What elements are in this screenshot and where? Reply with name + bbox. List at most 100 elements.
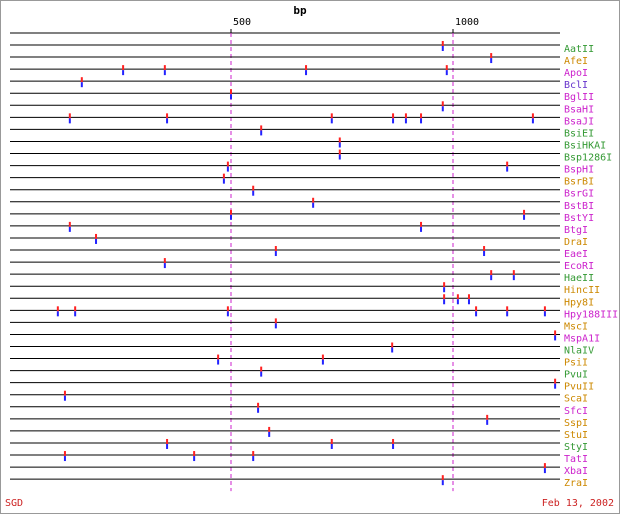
enzyme-label: BsaJI bbox=[564, 116, 594, 127]
cut-site bbox=[531, 113, 534, 124]
cut-bottom bbox=[531, 118, 534, 124]
cut-site bbox=[56, 306, 59, 317]
cut-bottom bbox=[445, 70, 448, 76]
cut-bottom bbox=[554, 383, 557, 389]
cut-site bbox=[321, 354, 324, 365]
cut-bottom bbox=[166, 443, 169, 449]
cut-bottom bbox=[443, 287, 446, 293]
cut-top bbox=[338, 137, 341, 143]
cut-site bbox=[166, 438, 169, 449]
cut-top bbox=[229, 89, 232, 95]
cut-bottom bbox=[260, 371, 263, 377]
cut-site bbox=[506, 306, 509, 317]
cut-bottom bbox=[163, 70, 166, 76]
cut-top bbox=[193, 451, 196, 457]
enzyme-label: StuI bbox=[564, 430, 588, 441]
cut-top bbox=[274, 246, 277, 252]
cut-bottom bbox=[441, 480, 444, 486]
cut-top bbox=[443, 294, 446, 300]
enzyme-label: MspA1I bbox=[564, 333, 600, 344]
cut-top bbox=[392, 438, 395, 444]
cut-top bbox=[226, 306, 229, 312]
cut-top bbox=[122, 65, 125, 71]
cut-site bbox=[222, 173, 225, 184]
cut-top bbox=[330, 113, 333, 119]
cut-bottom bbox=[63, 395, 66, 401]
cut-top bbox=[95, 233, 98, 239]
cut-bottom bbox=[486, 419, 489, 425]
cut-site bbox=[441, 101, 444, 112]
enzyme-label: StyI bbox=[564, 442, 588, 453]
cut-site bbox=[63, 390, 66, 401]
cut-site bbox=[252, 185, 255, 196]
x-tick-label: 1000 bbox=[455, 17, 479, 28]
cut-site bbox=[193, 451, 196, 462]
cut-top bbox=[268, 426, 271, 432]
cut-site bbox=[512, 270, 515, 281]
cut-top bbox=[490, 53, 493, 59]
cut-site bbox=[312, 197, 315, 208]
enzyme-label: BglII bbox=[564, 92, 594, 103]
cut-top bbox=[392, 113, 395, 119]
footer-right: Feb 13, 2002 bbox=[542, 498, 614, 509]
cut-site bbox=[441, 41, 444, 51]
cut-top bbox=[166, 113, 169, 119]
cut-top bbox=[420, 221, 423, 227]
cut-site bbox=[274, 318, 277, 329]
cut-bottom bbox=[441, 46, 444, 51]
enzyme-label: SfcI bbox=[564, 406, 588, 417]
cut-top bbox=[74, 306, 77, 312]
cut-top bbox=[166, 438, 169, 444]
cut-bottom bbox=[226, 166, 229, 172]
enzyme-label: BtgI bbox=[564, 225, 588, 236]
cut-top bbox=[441, 101, 444, 107]
cut-top bbox=[456, 294, 459, 300]
enzyme-label: EcoRI bbox=[564, 261, 594, 272]
cut-top bbox=[305, 65, 308, 71]
cut-bottom bbox=[226, 311, 229, 317]
cut-top bbox=[229, 209, 232, 215]
cut-site bbox=[68, 113, 71, 124]
cut-site bbox=[543, 306, 546, 317]
cut-site bbox=[163, 258, 166, 269]
cut-top bbox=[338, 149, 341, 155]
cut-bottom bbox=[95, 238, 98, 244]
enzyme-label: EaeI bbox=[564, 249, 588, 260]
cut-bottom bbox=[543, 468, 546, 474]
cut-site bbox=[260, 125, 263, 136]
cut-top bbox=[554, 330, 557, 336]
cut-top bbox=[512, 270, 515, 276]
chart-title: bp bbox=[293, 4, 307, 17]
cut-site bbox=[523, 209, 526, 220]
cut-bottom bbox=[330, 443, 333, 449]
cut-top bbox=[260, 366, 263, 372]
cut-site bbox=[305, 65, 308, 76]
cut-top bbox=[420, 113, 423, 119]
cut-site bbox=[268, 426, 271, 437]
cut-top bbox=[274, 318, 277, 324]
cut-site bbox=[260, 366, 263, 377]
cut-top bbox=[63, 451, 66, 457]
cut-bottom bbox=[257, 407, 260, 413]
cut-site bbox=[420, 113, 423, 124]
cut-bottom bbox=[523, 214, 526, 220]
cut-top bbox=[217, 354, 220, 360]
enzyme-label: BsiEI bbox=[564, 128, 594, 139]
cut-bottom bbox=[420, 118, 423, 124]
cut-site bbox=[392, 113, 395, 124]
cut-bottom bbox=[321, 359, 324, 365]
cut-bottom bbox=[338, 142, 341, 148]
enzyme-label: ScaI bbox=[564, 394, 588, 405]
enzyme-label: Hpy8I bbox=[564, 297, 594, 308]
cut-top bbox=[441, 475, 444, 481]
cut-site bbox=[506, 161, 509, 172]
cut-bottom bbox=[330, 118, 333, 124]
enzyme-label: MscI bbox=[564, 321, 588, 332]
enzyme-label: BsaHI bbox=[564, 104, 594, 115]
cut-top bbox=[56, 306, 59, 312]
enzyme-label: BstBI bbox=[564, 201, 594, 212]
cut-top bbox=[252, 451, 255, 457]
cut-bottom bbox=[512, 275, 515, 281]
enzyme-label: Bsp1286I bbox=[564, 153, 612, 164]
enzyme-label: PvuI bbox=[564, 370, 588, 381]
